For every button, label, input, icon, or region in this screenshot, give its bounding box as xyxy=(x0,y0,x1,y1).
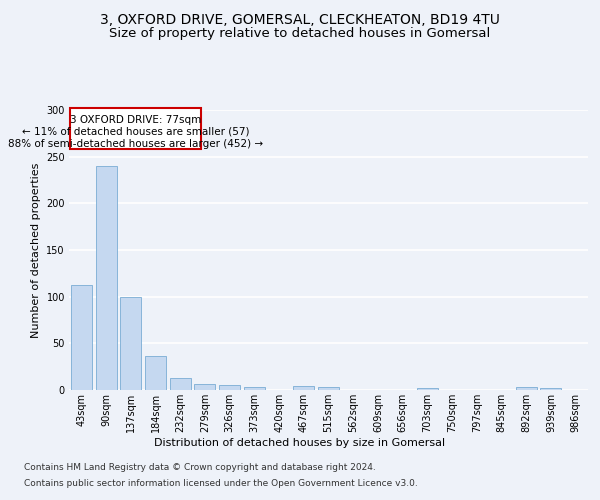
Y-axis label: Number of detached properties: Number of detached properties xyxy=(31,162,41,338)
Bar xyxy=(71,284,92,390)
Text: Contains public sector information licensed under the Open Government Licence v3: Contains public sector information licen… xyxy=(24,478,418,488)
Bar xyxy=(318,387,339,390)
Bar xyxy=(145,356,166,390)
Bar xyxy=(95,166,116,390)
FancyBboxPatch shape xyxy=(70,108,201,149)
Text: 3 OXFORD DRIVE: 77sqm: 3 OXFORD DRIVE: 77sqm xyxy=(70,114,202,124)
Bar xyxy=(516,387,537,390)
Text: ← 11% of detached houses are smaller (57): ← 11% of detached houses are smaller (57… xyxy=(22,127,250,137)
Text: Distribution of detached houses by size in Gomersal: Distribution of detached houses by size … xyxy=(154,438,446,448)
Bar xyxy=(170,378,191,390)
Bar xyxy=(293,386,314,390)
Text: 88% of semi-detached houses are larger (452) →: 88% of semi-detached houses are larger (… xyxy=(8,139,263,149)
Bar xyxy=(541,388,562,390)
Text: Size of property relative to detached houses in Gomersal: Size of property relative to detached ho… xyxy=(109,28,491,40)
Bar xyxy=(417,388,438,390)
Text: Contains HM Land Registry data © Crown copyright and database right 2024.: Contains HM Land Registry data © Crown c… xyxy=(24,464,376,472)
Bar xyxy=(219,386,240,390)
Text: 3, OXFORD DRIVE, GOMERSAL, CLECKHEATON, BD19 4TU: 3, OXFORD DRIVE, GOMERSAL, CLECKHEATON, … xyxy=(100,12,500,26)
Bar xyxy=(194,384,215,390)
Bar xyxy=(244,387,265,390)
Bar xyxy=(120,296,141,390)
